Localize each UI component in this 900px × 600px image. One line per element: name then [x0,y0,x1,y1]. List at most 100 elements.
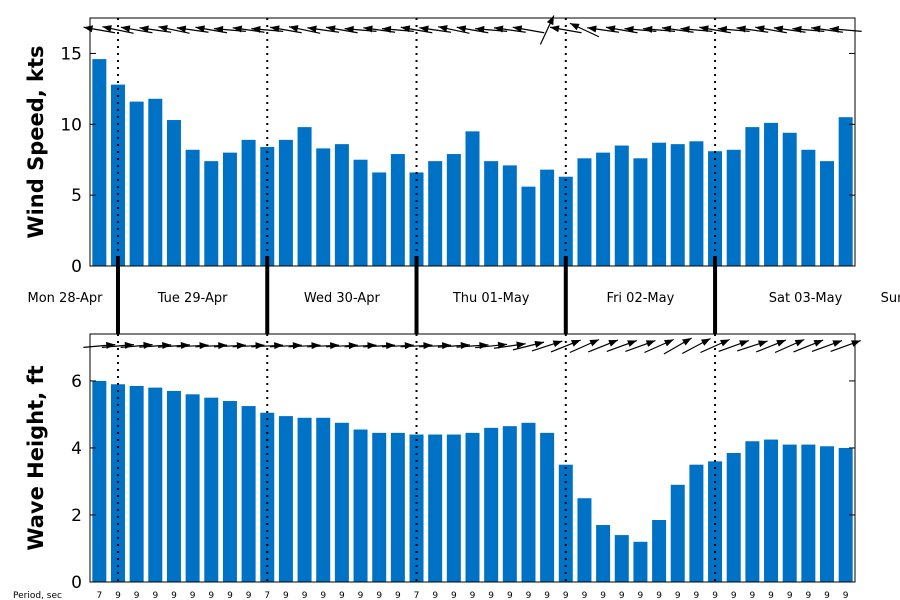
wind-direction-arrow-head [344,25,354,33]
plot-frame [89,333,856,583]
wind-direction-arrow-head [699,25,709,33]
wave-direction-arrow-head [180,342,190,350]
bar [92,380,107,582]
wind-direction-arrow-head [456,25,467,33]
bar [353,159,368,266]
y-tick-label: 0 [71,573,82,593]
bar [782,444,797,582]
bar [484,161,499,266]
wave-direction-arrow-head [143,341,153,349]
wind-direction-arrow-head [102,25,112,32]
wave-period-value: 9 [358,591,364,600]
wave-period-value: 9 [768,591,774,600]
wave-direction-arrow-head [274,342,284,350]
bar [428,434,443,582]
bar [92,59,107,266]
wave-direction-arrow-head [479,342,489,350]
wave-period-value: 9 [208,591,214,600]
wind-direction-arrow-head [680,25,690,33]
y-tick-label: 5 [71,186,82,206]
wind-direction-arrow-head [213,25,224,33]
bar [820,161,835,266]
wave-direction-arrow-head [720,339,730,347]
wave-direction-arrow-head [367,342,377,350]
bar [129,385,144,582]
wave-direction-arrow-head [757,340,768,348]
wave-period-value: 9 [600,591,606,600]
wind-direction-arrow-head [811,25,821,33]
bar [222,401,237,582]
wind-direction-arrow-head [493,25,504,33]
y-axis-label: Wave Height, ft [24,365,48,550]
wave-period-value: 9 [656,591,662,600]
bar [521,422,536,582]
wind-direction-arrow-head [475,25,485,33]
wave-period-value: 9 [470,591,476,600]
wave-direction-arrow-head [199,342,209,350]
wave-direction-arrow-head [441,342,452,350]
bar [204,397,219,582]
wave-period-value: 9 [115,591,121,600]
bar [390,432,405,582]
wave-direction-arrow-head [218,342,228,350]
day-label: Fri 02-May [607,291,675,306]
bar [633,158,648,266]
bar [260,146,275,266]
wind-direction-arrow-head [773,25,784,33]
wave-direction-arrow-head [608,340,618,347]
wave-direction-arrow-head [162,342,172,350]
bar [726,452,741,582]
wave-period-value: 7 [96,591,102,600]
wave-period-value: 9 [190,591,196,600]
bar [204,161,219,266]
wave-period-value: 9 [488,591,494,600]
bar [745,127,760,267]
bar [166,120,181,266]
wave-direction-arrow-head [534,340,545,348]
wave-direction-arrow-head [423,342,433,350]
wave-direction-arrow-head [645,340,656,347]
wave-direction-arrow-head [739,340,749,347]
bar [297,417,312,582]
bar [148,387,163,582]
wind-speed-panel: 0 5 10 15 Wind Speed, kts [24,15,862,277]
bar [577,498,592,582]
bar [502,165,517,266]
y-axis-label: Wind Speed, kts [24,45,48,238]
wave-period-value: 9 [544,591,550,600]
wave-height-panel: 0 2 4 6 Wave Height, ft [24,333,861,593]
wave-period-value: 9 [694,591,700,600]
wind-direction-arrow-head [326,25,336,33]
wind-direction-arrow-head [400,25,411,33]
bar [782,132,797,266]
bar [726,149,741,266]
wave-period-value: 9 [507,591,513,600]
bar [353,429,368,582]
bar [334,422,349,582]
period-row-label: Period, sec [13,591,62,600]
bar [185,149,200,266]
bar [838,447,853,582]
bar [689,141,704,266]
bar [540,169,555,266]
wave-period-value: 7 [264,591,270,600]
wave-direction-arrow-head [832,340,843,347]
bar [316,148,331,266]
day-label: Sun [881,291,900,306]
wave-period-value: 9 [376,591,382,600]
bar [129,101,144,266]
day-label: Thu 01-May [452,291,530,306]
wind-direction-arrow-head [176,25,187,33]
bar [241,139,256,266]
day-label: Mon 28-Apr [28,291,104,306]
wave-period-value: 9 [302,591,308,600]
day-label-strip: Mon 28-Apr Tue 29-Apr Wed 30-Apr Thu 01-May… [13,256,900,600]
wave-period-value: 9 [395,591,401,600]
wind-direction-arrow-head [643,25,653,33]
wave-period-value: 9 [712,591,718,600]
wave-period-value: 9 [750,591,756,600]
wind-direction-arrow-head [550,25,560,33]
wave-period-value: 9 [339,591,345,600]
wind-direction-arrow-head [736,25,746,33]
wind-direction-arrow-head [569,23,580,31]
